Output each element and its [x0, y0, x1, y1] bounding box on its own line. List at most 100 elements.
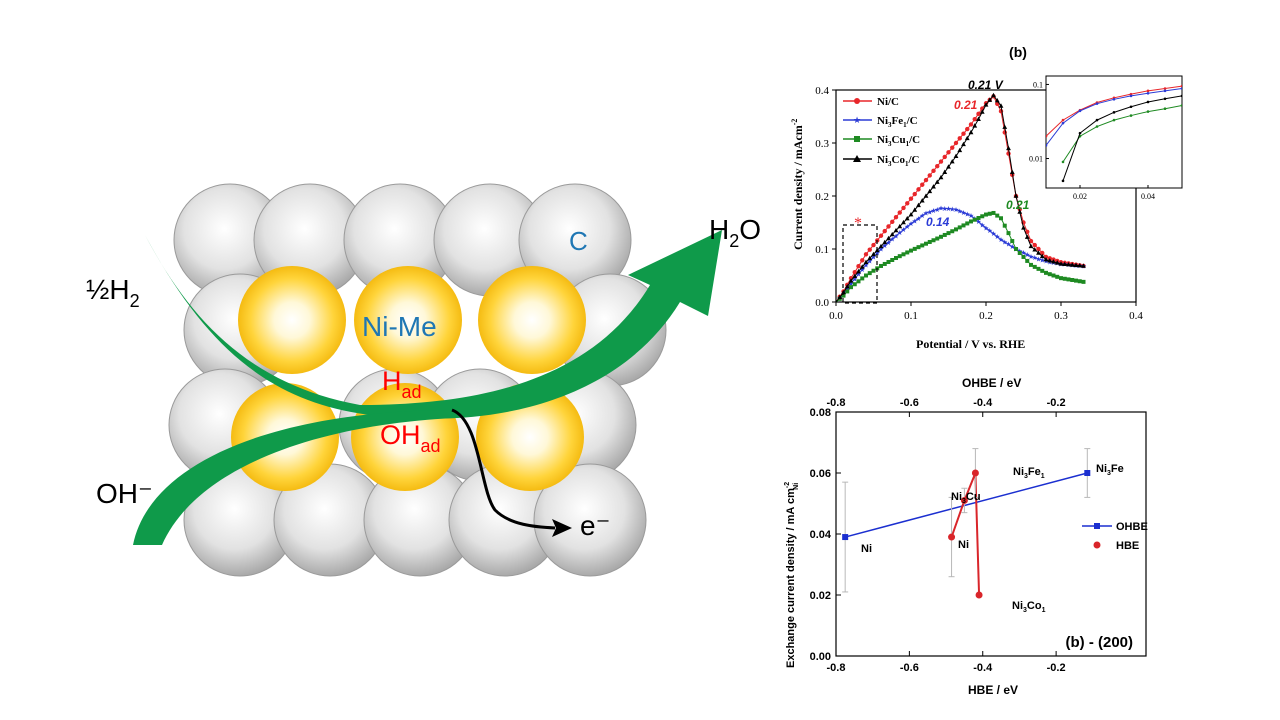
series-marker-ni3co1-c: [919, 198, 925, 203]
series-marker-ni-c: [972, 116, 977, 122]
svg-text:HBE: HBE: [1116, 540, 1139, 552]
series-marker-ni3cu1-c: [849, 285, 853, 290]
series-marker-ni3fe1-c: ★: [1028, 253, 1034, 261]
series-marker-ni3co1-c: [836, 299, 838, 302]
series-marker-ni-c: [893, 215, 899, 220]
peak-label-fe: 0.14: [926, 215, 950, 229]
chart2-x2tick-label: -0.4: [973, 397, 993, 409]
series-marker-ni3fe1-c: ★: [934, 206, 940, 214]
carbon-sphere: [533, 463, 647, 577]
series-marker-ni3co1-c: [987, 97, 993, 102]
inset-marker-ni3co1-c: [1078, 131, 1082, 135]
series-marker-ni3fe1-c: ★: [1043, 258, 1049, 266]
inset-ticks: 0.02 0.04 0.1 0.01: [1029, 80, 1155, 201]
series-marker-ni3co1-c: [934, 179, 940, 184]
chart1-series: ★★★★★★★★★★★★★★★★★★★★★★★★★★★★★★★★★★★★★★★★…: [836, 92, 1087, 302]
series-marker-ni3fe1-c: ★: [987, 227, 993, 235]
chart1-xtick-label: 0.1: [904, 310, 918, 322]
series-marker-ni3cu1-c: [1051, 273, 1056, 278]
series-marker-ni3fe1-c: ★: [900, 226, 906, 234]
series-marker-ni-c: [908, 196, 914, 201]
inset-marker-ni-c: [1180, 84, 1182, 88]
series-marker-ni3co1-c: [856, 268, 861, 274]
inset-marker-ni3co1-c: [1180, 94, 1182, 98]
series-marker-ni3cu1-c: [894, 256, 898, 261]
series-marker-ni3co1-c: [886, 235, 891, 241]
series-marker-ni3cu1-c: [950, 229, 955, 234]
series-marker-ni3co1-c: [1021, 225, 1026, 230]
series-marker-ni3cu1-c: [946, 231, 951, 236]
series-marker-ni-c: [976, 111, 981, 117]
series-marker-ni-c: [878, 233, 884, 238]
series-marker-ni-c: [957, 136, 962, 141]
series-marker-ni3co1-c: [1051, 259, 1056, 264]
label-ni3fe-ohbe: Ni3Fe: [1096, 463, 1124, 477]
series-marker-ni3cu1-c: [871, 268, 876, 273]
series-marker-ni3cu1-c: [905, 250, 910, 255]
series-marker-ni3co1-c: [998, 103, 1004, 108]
series-marker-ni3co1-c: [1009, 169, 1015, 174]
series-marker-ni3co1-c: [1039, 253, 1045, 259]
series-marker-ni3co1-c: [897, 223, 903, 229]
svg-text:Ni3Cu1/C: Ni3Cu1/C: [877, 134, 920, 148]
series-marker-ni3cu1-c: [999, 216, 1003, 221]
series-marker-ni3co1-c: [863, 259, 869, 265]
series-marker-ni3co1-c: [964, 135, 970, 141]
nime-sphere: [238, 266, 346, 374]
chart2-ytick-label: 0.02: [810, 590, 831, 602]
current-density-chart: (b) 0.0 0.1 0.2 0.3 0.40.00.10.20.30.4 ★★★★★…: [790, 44, 1183, 351]
chart2-panel-label: (b) - (200): [1066, 634, 1134, 651]
series-marker-ni3cu1-c: [972, 217, 977, 222]
inset-marker-ni3fe1-c: [1129, 94, 1133, 98]
series-marker-ni3cu1-c: [927, 239, 932, 244]
series-marker-ni3cu1-c: [909, 248, 913, 253]
zoom-region-box: [842, 224, 878, 304]
series-marker-ni-c: [882, 228, 887, 234]
series-marker-ni3cu1-c: [1077, 279, 1082, 284]
zoom-region-asterisk: *: [854, 215, 862, 232]
hydrogen-oxidation-arrow: [145, 230, 722, 419]
series-marker-ni-c: [912, 191, 917, 197]
chart2-xtick-label: -0.6: [900, 662, 919, 674]
inset-marker-ni3cu1-c: [1163, 107, 1167, 111]
series-marker-ni3cu1-c: [845, 289, 850, 294]
nime-label: Ni-Me: [362, 311, 437, 342]
nime-sphere: [478, 266, 586, 374]
legend-item-ni-c: Ni/C: [843, 96, 899, 108]
series-marker-ni-c: [916, 187, 921, 192]
chart1-xtick-label: 0.4: [1129, 310, 1143, 322]
series-marker-ni3fe1-c: ★: [908, 220, 914, 228]
series-marker-ni3co1-c: [938, 174, 944, 180]
series-marker-ni3co1-c: [844, 284, 850, 289]
series-marker-ni-c: [852, 269, 857, 275]
inset-marker-ni3fe1-c: [1112, 98, 1116, 101]
series-marker-ni-c: [1025, 229, 1030, 234]
series-marker-ni3fe1-c: ★: [998, 236, 1004, 244]
series-marker-ni3co1-c: [1054, 260, 1060, 265]
series-marker-ni3fe1-c: ★: [848, 280, 854, 288]
series-marker-ni3fe1-c: ★: [897, 229, 903, 237]
oh-ad-label: OHad: [380, 420, 441, 456]
series-marker-ni3co1-c: [878, 243, 884, 249]
series-marker-ni3cu1-c: [965, 221, 970, 226]
series-marker-ni3co1-c: [916, 202, 921, 208]
series-marker-ni-c: [1040, 250, 1045, 256]
series-marker-ni3cu1-c: [1025, 258, 1030, 263]
series-marker-ni3fe1-c: ★: [983, 224, 989, 232]
point-hbe: [975, 591, 983, 599]
series-marker-ni3cu1-c: [957, 225, 962, 230]
h-ad-label: Had: [382, 366, 422, 402]
series-marker-ni3cu1-c: [931, 238, 936, 243]
series-marker-ni3fe1-c: ★: [863, 261, 869, 269]
series-marker-ni3cu1-c: [886, 259, 891, 264]
series-marker-ni3co1-c: [968, 129, 974, 135]
series-marker-ni3cu1-c: [882, 261, 887, 266]
series-marker-ni-c: [867, 247, 872, 252]
series-marker-ni3cu1-c: [860, 276, 865, 281]
series-marker-ni3cu1-c: [912, 246, 917, 251]
series-marker-ni3co1-c: [904, 215, 910, 221]
series-marker-ni3cu1-c: [1066, 277, 1071, 282]
chart2-ytick-label: 0.00: [810, 651, 831, 663]
series-marker-ni3fe1-c: ★: [960, 209, 966, 217]
point-ohbe: [1084, 470, 1091, 476]
